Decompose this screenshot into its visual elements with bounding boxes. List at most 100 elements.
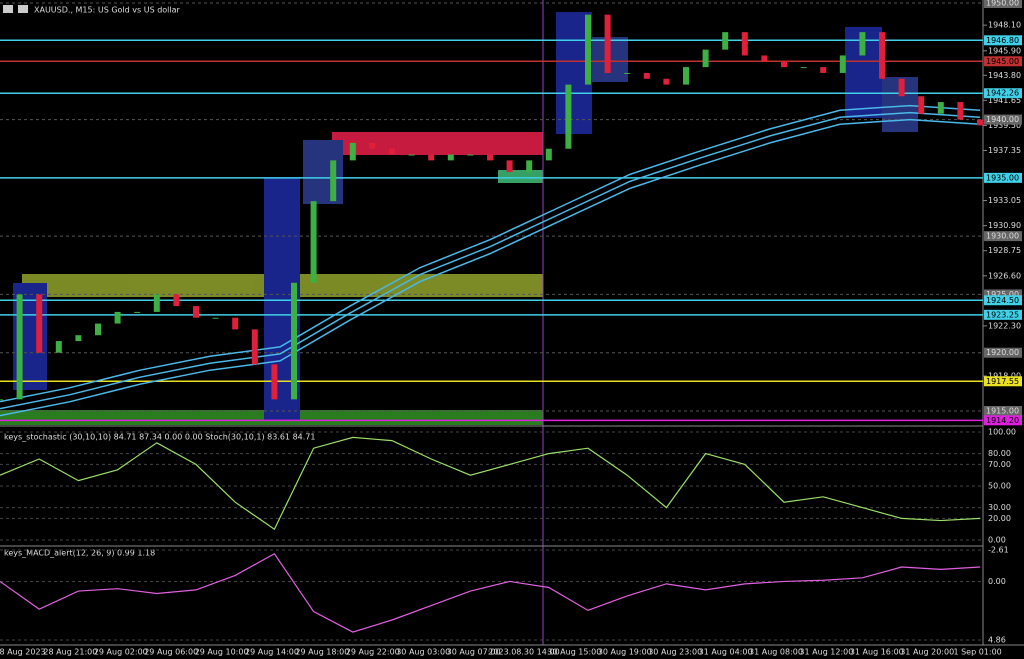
x-tick-label: 28 Aug 2023 bbox=[0, 648, 46, 657]
candle bbox=[800, 67, 807, 69]
y-tick-label: 1941.65 bbox=[988, 96, 1021, 105]
candle bbox=[898, 78, 905, 97]
x-tick-label: 31 Aug 12:00 bbox=[799, 648, 853, 657]
stoch-line bbox=[0, 436, 981, 531]
candle bbox=[114, 311, 121, 324]
x-tick-label: 31 Aug 04:00 bbox=[699, 648, 753, 657]
candle bbox=[310, 201, 317, 283]
x-tick-label: 2023.08.30 14:00 bbox=[488, 648, 559, 657]
x-tick-label: 31 Aug 20:00 bbox=[900, 648, 954, 657]
candle bbox=[467, 154, 474, 156]
candle bbox=[663, 78, 670, 85]
candle bbox=[702, 49, 709, 68]
x-tick-label: 1 Sep 01:00 bbox=[953, 648, 1001, 657]
candle bbox=[95, 323, 101, 336]
candle bbox=[36, 294, 43, 353]
candle bbox=[428, 154, 435, 161]
y-tick-label: 100.00 bbox=[988, 428, 1016, 437]
y-tick-label: 20.00 bbox=[988, 514, 1011, 523]
level-label: 1914.20 bbox=[986, 416, 1019, 425]
candle bbox=[604, 14, 611, 73]
x-tick-label: 29 Aug 22:00 bbox=[346, 648, 400, 657]
x-tick-label: 30 Aug 03:00 bbox=[396, 648, 450, 657]
y-tick-label: 0.00 bbox=[988, 577, 1006, 586]
x-tick-label: 30 Aug 07:00 bbox=[447, 648, 501, 657]
candle bbox=[879, 32, 885, 79]
level-label: 1924.50 bbox=[986, 296, 1019, 305]
y-tick-label: 1926.60 bbox=[988, 271, 1021, 280]
moving-average bbox=[0, 111, 981, 410]
level-label: 1923.25 bbox=[986, 310, 1019, 319]
candle bbox=[173, 294, 180, 307]
y-tick-label: 70.00 bbox=[988, 460, 1011, 469]
candle bbox=[937, 102, 944, 114]
y-tick-label: 1930.00 bbox=[986, 232, 1019, 241]
x-tick-label: 29 Aug 10:00 bbox=[195, 648, 249, 657]
candle bbox=[447, 154, 454, 161]
level-box bbox=[984, 295, 1022, 306]
icon bbox=[18, 5, 28, 13]
candle bbox=[0, 399, 3, 401]
chart-title: XAUUSD., M15: US Gold vs US dollar bbox=[34, 6, 181, 15]
candle bbox=[506, 160, 513, 173]
tick-box bbox=[984, 406, 1022, 416]
candle bbox=[585, 14, 591, 85]
candle bbox=[232, 317, 239, 330]
tick-box bbox=[984, 347, 1022, 358]
y-tick-label: 1928.75 bbox=[988, 246, 1021, 255]
tick-box bbox=[984, 231, 1022, 242]
candle bbox=[918, 96, 925, 114]
zone bbox=[303, 140, 343, 204]
candle bbox=[683, 67, 689, 85]
y-tick-label: 1933.05 bbox=[988, 196, 1021, 205]
y-tick-label: 1918.00 bbox=[988, 372, 1021, 381]
candle bbox=[369, 142, 376, 149]
y-tick-label: 1922.30 bbox=[988, 321, 1021, 330]
y-tick-label: 1930.90 bbox=[988, 221, 1021, 230]
candle bbox=[330, 160, 337, 202]
level-label: 1946.80 bbox=[986, 36, 1019, 45]
x-tick-label: 28 Aug 21:00 bbox=[43, 648, 97, 657]
y-tick-label: 4.86 bbox=[988, 636, 1006, 645]
panel-title: keys_MACD_alert(12, 26, 9) 0.99 1.18 bbox=[4, 549, 155, 558]
level-box bbox=[984, 56, 1022, 67]
y-tick-label: 50.00 bbox=[988, 482, 1011, 491]
candle bbox=[16, 294, 23, 400]
candle bbox=[153, 294, 160, 312]
moving-average bbox=[0, 104, 981, 403]
level-box bbox=[984, 309, 1022, 320]
candle bbox=[624, 72, 631, 74]
x-tick-label: 30 Aug 19:00 bbox=[598, 648, 652, 657]
level-label: 1942.26 bbox=[986, 89, 1019, 98]
x-tick-label: 29 Aug 18:00 bbox=[295, 648, 349, 657]
level-box bbox=[984, 376, 1022, 387]
x-tick-label: 30 Aug 23:00 bbox=[648, 648, 702, 657]
y-tick-label: 1925.00 bbox=[986, 290, 1019, 299]
candle bbox=[271, 364, 278, 400]
y-tick-label: -2.61 bbox=[988, 546, 1009, 555]
tick-box bbox=[984, 114, 1022, 125]
candle bbox=[781, 61, 787, 68]
zone bbox=[332, 132, 543, 155]
y-tick-label: 1915.00 bbox=[986, 407, 1019, 416]
level-box bbox=[984, 172, 1022, 183]
y-tick-label: 0.00 bbox=[988, 536, 1006, 545]
candle bbox=[977, 119, 983, 126]
tick-box bbox=[984, 289, 1022, 300]
candle bbox=[839, 55, 846, 73]
candle bbox=[212, 317, 219, 319]
candle bbox=[487, 154, 493, 161]
x-tick-label: 29 Aug 06:00 bbox=[144, 648, 198, 657]
x-tick-label: 30 Aug 15:00 bbox=[547, 648, 601, 657]
candle bbox=[957, 102, 964, 120]
y-tick-label: 1945.90 bbox=[988, 46, 1021, 55]
x-tick-label: 31 Aug 08:00 bbox=[749, 648, 803, 657]
candle bbox=[722, 32, 729, 50]
x-tick-label: 29 Aug 02:00 bbox=[94, 648, 148, 657]
x-tick-label: 29 Aug 14:00 bbox=[245, 648, 299, 657]
candle bbox=[291, 282, 297, 400]
y-tick-label: 1940.00 bbox=[986, 115, 1019, 124]
y-tick-label: 1943.80 bbox=[988, 71, 1021, 80]
tick-box bbox=[984, 0, 1022, 8]
